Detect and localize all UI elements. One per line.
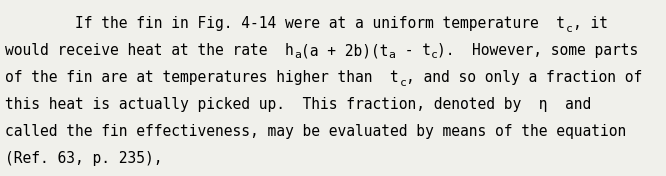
Text: c: c — [400, 77, 406, 87]
Text: this heat is actually picked up.  This fraction, denoted by  η  and: this heat is actually picked up. This fr… — [5, 97, 591, 112]
Text: a: a — [389, 51, 396, 61]
Text: , it: , it — [573, 16, 608, 31]
Text: would receive heat at the rate  h: would receive heat at the rate h — [5, 43, 294, 58]
Text: - t: - t — [396, 43, 430, 58]
Text: c: c — [431, 51, 438, 61]
Text: (a + 2b)(t: (a + 2b)(t — [301, 43, 388, 58]
Text: c: c — [566, 24, 573, 33]
Text: ).  However, some parts: ). However, some parts — [438, 43, 639, 58]
Text: , and so only a fraction of: , and so only a fraction of — [406, 70, 643, 85]
Text: called the fin effectiveness, may be evaluated by means of the equation: called the fin effectiveness, may be eva… — [5, 124, 626, 139]
Text: If the fin in Fig. 4-14 were at a uniform temperature  t: If the fin in Fig. 4-14 were at a unifor… — [5, 16, 565, 31]
Text: a: a — [294, 51, 301, 61]
Text: of the fin are at temperatures higher than  t: of the fin are at temperatures higher th… — [5, 70, 399, 85]
Text: (Ref. 63, p. 235),: (Ref. 63, p. 235), — [5, 151, 163, 166]
